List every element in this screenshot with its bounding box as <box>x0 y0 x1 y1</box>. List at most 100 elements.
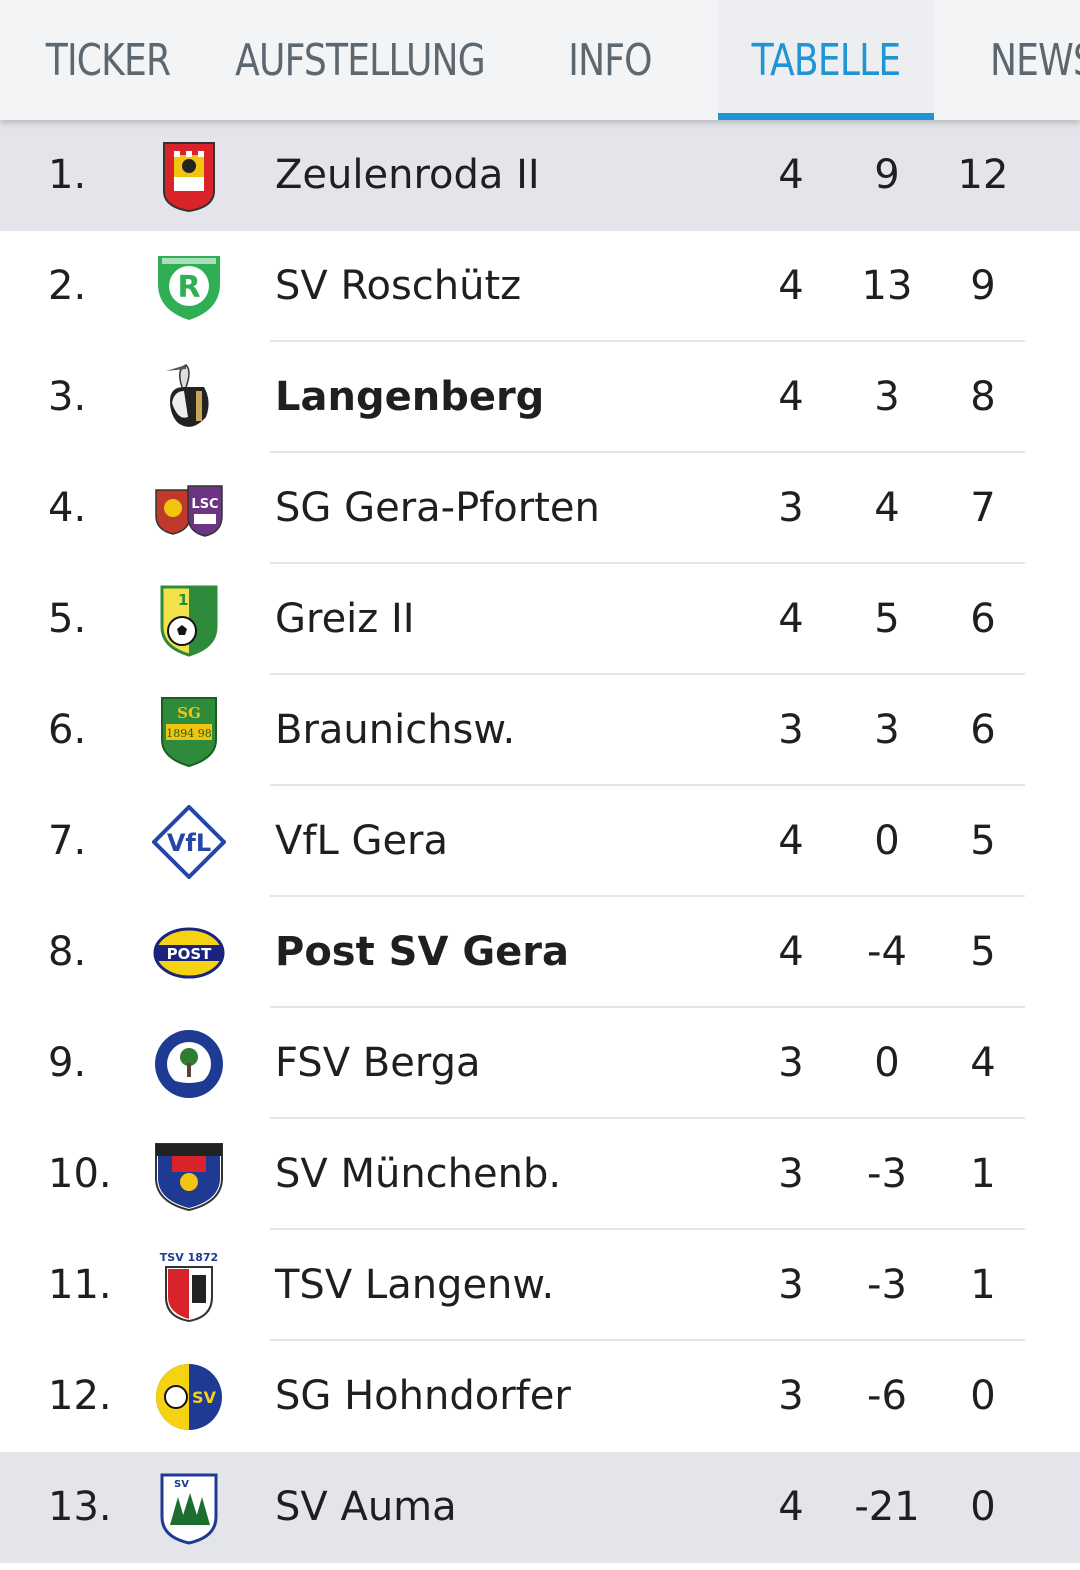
team-name: TSV Langenw. <box>275 1262 555 1308</box>
svg-text:POST: POST <box>167 945 213 963</box>
row-divider <box>270 562 1025 564</box>
crest-auma-icon: SV <box>152 1471 226 1545</box>
row-divider <box>270 1228 1025 1230</box>
team-name: Post SV Gera <box>275 929 570 975</box>
points: 0 <box>970 1373 996 1419</box>
rank: 3. <box>48 374 87 420</box>
games-played: 3 <box>778 1373 804 1419</box>
goal-difference: 3 <box>874 707 900 753</box>
table-row[interactable]: 6. SG 1894 98 Braunichsw. 3 3 6 <box>0 675 1080 786</box>
svg-text:R: R <box>177 270 200 305</box>
rank: 7. <box>48 818 87 864</box>
goal-difference: 13 <box>861 263 913 309</box>
table-row[interactable]: 8. POST Post SV Gera 4 -4 5 <box>0 897 1080 1008</box>
crest-gera-pforten-icon: LSC <box>152 472 226 546</box>
crest-greiz-icon: 1.FC <box>152 583 226 657</box>
games-played: 4 <box>778 929 804 975</box>
rank: 6. <box>48 707 87 753</box>
rank: 4. <box>48 485 87 531</box>
team-name: Braunichsw. <box>275 707 516 753</box>
goal-difference: 0 <box>874 1040 900 1086</box>
games-played: 3 <box>778 1040 804 1086</box>
tab-info[interactable]: INFO <box>568 34 652 86</box>
crest-hohndorf-icon: SV <box>152 1360 226 1434</box>
tab-aufstellung[interactable]: AUFSTELLUNG <box>235 34 486 86</box>
rank: 1. <box>48 152 87 198</box>
goal-difference: 4 <box>874 485 900 531</box>
games-played: 3 <box>778 1262 804 1308</box>
standings-table: 1. Zeulenroda II 4 9 12 2. R SV Roschütz 4 13 9 3. L… <box>0 120 1080 1563</box>
svg-text:TSV 1872: TSV 1872 <box>160 1251 218 1264</box>
table-row[interactable]: 13. SV SV Auma 4 -21 0 <box>0 1452 1080 1563</box>
table-row[interactable]: 10. SV Münchenb. 3 -3 1 <box>0 1119 1080 1230</box>
goal-difference: -4 <box>867 929 907 975</box>
active-tab-indicator <box>718 113 934 120</box>
goal-difference: -21 <box>854 1484 920 1530</box>
crest-langenwetzendorf-icon: TSV 1872 <box>152 1249 226 1323</box>
row-divider <box>270 1339 1025 1341</box>
points: 4 <box>970 1040 996 1086</box>
table-row[interactable]: 5. 1.FC Greiz II 4 5 6 <box>0 564 1080 675</box>
rank: 2. <box>48 263 87 309</box>
rank: 8. <box>48 929 87 975</box>
points: 5 <box>970 929 996 975</box>
crest-fsv-berga-icon <box>152 1027 226 1101</box>
team-name: Langenberg <box>275 374 545 420</box>
table-row[interactable]: 1. Zeulenroda II 4 9 12 <box>0 120 1080 231</box>
points: 1 <box>970 1151 996 1197</box>
games-played: 4 <box>778 374 804 420</box>
tab-bar: TICKER AUFSTELLUNG INFO TABELLE NEWS <box>0 0 1080 120</box>
team-name: VfL Gera <box>275 818 449 864</box>
team-name: Greiz II <box>275 596 415 642</box>
rank: 10. <box>48 1151 112 1197</box>
games-played: 4 <box>778 152 804 198</box>
svg-text:1894 98: 1894 98 <box>166 727 212 740</box>
goal-difference: 9 <box>874 152 900 198</box>
points: 1 <box>970 1262 996 1308</box>
games-played: 3 <box>778 1151 804 1197</box>
tab-ticker[interactable]: TICKER <box>45 34 171 86</box>
goal-difference: -6 <box>867 1373 907 1419</box>
points: 12 <box>957 152 1009 198</box>
games-played: 4 <box>778 818 804 864</box>
crest-post-sv-icon: POST <box>152 916 226 990</box>
tab-tabelle[interactable]: TABELLE <box>751 34 902 86</box>
row-divider <box>270 340 1025 342</box>
games-played: 3 <box>778 707 804 753</box>
table-row[interactable]: 11. TSV 1872 TSV Langenw. 3 -3 1 <box>0 1230 1080 1341</box>
crest-langenberg-icon <box>152 361 226 435</box>
team-name: SG Gera-Pforten <box>275 485 600 531</box>
row-divider <box>270 1117 1025 1119</box>
rank: 9. <box>48 1040 87 1086</box>
points: 8 <box>970 374 996 420</box>
points: 6 <box>970 596 996 642</box>
table-row[interactable]: 2. R SV Roschütz 4 13 9 <box>0 231 1080 342</box>
games-played: 4 <box>778 263 804 309</box>
crest-muenchenbernsdorf-icon <box>152 1138 226 1212</box>
team-name: SG Hohndorfer <box>275 1373 571 1419</box>
goal-difference: -3 <box>867 1151 907 1197</box>
svg-text:SV: SV <box>192 1388 217 1407</box>
points: 5 <box>970 818 996 864</box>
table-row[interactable]: 12. SV SG Hohndorfer 3 -6 0 <box>0 1341 1080 1452</box>
goal-difference: 0 <box>874 818 900 864</box>
goal-difference: 5 <box>874 596 900 642</box>
row-divider <box>270 784 1025 786</box>
points: 7 <box>970 485 996 531</box>
svg-text:LSC: LSC <box>191 497 218 512</box>
rank: 5. <box>48 596 87 642</box>
team-name: SV Münchenb. <box>275 1151 562 1197</box>
table-row[interactable]: 7. VfL VfL Gera 4 0 5 <box>0 786 1080 897</box>
goal-difference: -3 <box>867 1262 907 1308</box>
crest-roschuetz-icon: R <box>152 250 226 324</box>
svg-text:1.FC: 1.FC <box>178 591 215 609</box>
rank: 12. <box>48 1373 112 1419</box>
table-row[interactable]: 9. FSV Berga 3 0 4 <box>0 1008 1080 1119</box>
table-row[interactable]: 4. LSC SG Gera-Pforten 3 4 7 <box>0 453 1080 564</box>
rank: 11. <box>48 1262 112 1308</box>
points: 9 <box>970 263 996 309</box>
tab-news[interactable]: NEWS <box>990 34 1080 86</box>
games-played: 4 <box>778 596 804 642</box>
table-row[interactable]: 3. Langenberg 4 3 8 <box>0 342 1080 453</box>
tab-active-background <box>718 0 934 120</box>
